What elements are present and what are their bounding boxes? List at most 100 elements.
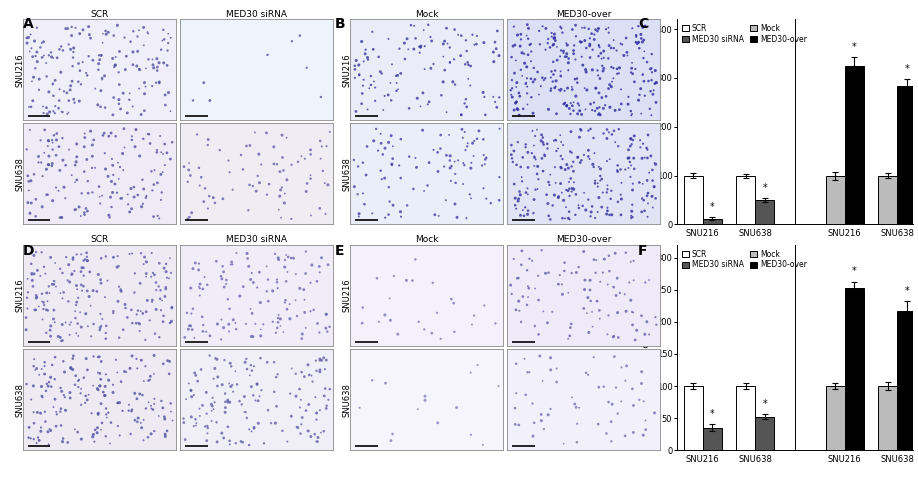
Point: [207, 405, 221, 413]
Point: [38, 270, 52, 277]
Point: [93, 324, 107, 332]
Point: [642, 169, 656, 177]
Point: [571, 100, 586, 107]
Point: [520, 21, 534, 29]
Point: [320, 328, 335, 335]
Point: [572, 133, 587, 141]
Point: [110, 422, 125, 430]
Point: [40, 191, 55, 198]
Point: [66, 254, 81, 261]
Point: [80, 287, 95, 295]
Point: [48, 102, 62, 110]
Y-axis label: SNU216: SNU216: [16, 53, 25, 87]
Point: [121, 407, 136, 414]
Point: [447, 26, 462, 33]
Point: [239, 142, 253, 150]
Point: [27, 435, 41, 443]
Point: [61, 25, 75, 32]
Point: [392, 162, 407, 169]
Point: [389, 87, 404, 95]
Point: [593, 165, 608, 173]
Point: [134, 249, 149, 257]
Point: [123, 38, 138, 45]
Point: [610, 65, 624, 73]
Point: [632, 38, 646, 46]
Point: [561, 164, 576, 172]
Point: [147, 351, 162, 359]
Point: [406, 185, 420, 193]
Point: [310, 319, 325, 327]
Point: [559, 186, 574, 194]
Point: [548, 136, 563, 144]
Point: [423, 64, 438, 72]
Point: [604, 187, 619, 195]
Point: [44, 53, 59, 61]
Point: [111, 159, 126, 166]
Point: [644, 111, 659, 119]
Point: [622, 158, 637, 166]
Point: [613, 86, 628, 93]
Point: [31, 152, 46, 160]
Bar: [684, 176, 703, 225]
Point: [116, 89, 130, 97]
Point: [626, 257, 641, 265]
Point: [93, 382, 107, 390]
Point: [413, 44, 428, 51]
Point: [532, 352, 547, 360]
Point: [600, 204, 615, 212]
Point: [94, 322, 108, 330]
Point: [599, 92, 613, 100]
Point: [153, 196, 168, 204]
Point: [536, 76, 551, 84]
Point: [647, 159, 662, 167]
Point: [591, 25, 606, 32]
Point: [554, 46, 568, 54]
Point: [592, 104, 607, 111]
Point: [521, 164, 535, 171]
Point: [89, 287, 104, 295]
Point: [366, 77, 381, 85]
Point: [85, 433, 100, 441]
Point: [551, 194, 565, 201]
Point: [621, 52, 635, 60]
Point: [297, 308, 312, 316]
Point: [152, 259, 167, 267]
Bar: [736, 386, 756, 450]
Point: [310, 438, 325, 445]
Point: [317, 392, 331, 400]
Point: [242, 181, 257, 189]
Point: [504, 53, 519, 61]
Point: [629, 31, 644, 39]
Point: [56, 46, 71, 54]
Point: [612, 64, 627, 72]
Point: [358, 46, 373, 54]
Point: [597, 47, 611, 55]
Point: [442, 156, 457, 164]
Y-axis label: SNU638: SNU638: [342, 157, 352, 191]
Point: [145, 186, 160, 194]
Point: [244, 383, 259, 391]
Point: [371, 147, 386, 154]
Point: [160, 427, 174, 435]
Point: [515, 153, 530, 161]
Point: [417, 26, 431, 34]
Point: [235, 439, 250, 446]
Point: [515, 49, 530, 57]
Point: [442, 152, 457, 160]
Point: [266, 160, 281, 168]
Point: [614, 179, 629, 187]
Point: [110, 399, 125, 407]
Point: [263, 419, 278, 427]
Point: [78, 256, 93, 263]
Point: [356, 76, 371, 84]
Point: [557, 87, 572, 95]
Y-axis label: SNU216: SNU216: [16, 279, 25, 312]
Point: [112, 334, 127, 342]
Point: [50, 333, 65, 340]
Point: [62, 321, 77, 329]
Point: [155, 297, 170, 304]
Point: [41, 161, 56, 169]
Point: [566, 167, 581, 175]
Point: [36, 103, 50, 110]
Point: [416, 89, 431, 97]
